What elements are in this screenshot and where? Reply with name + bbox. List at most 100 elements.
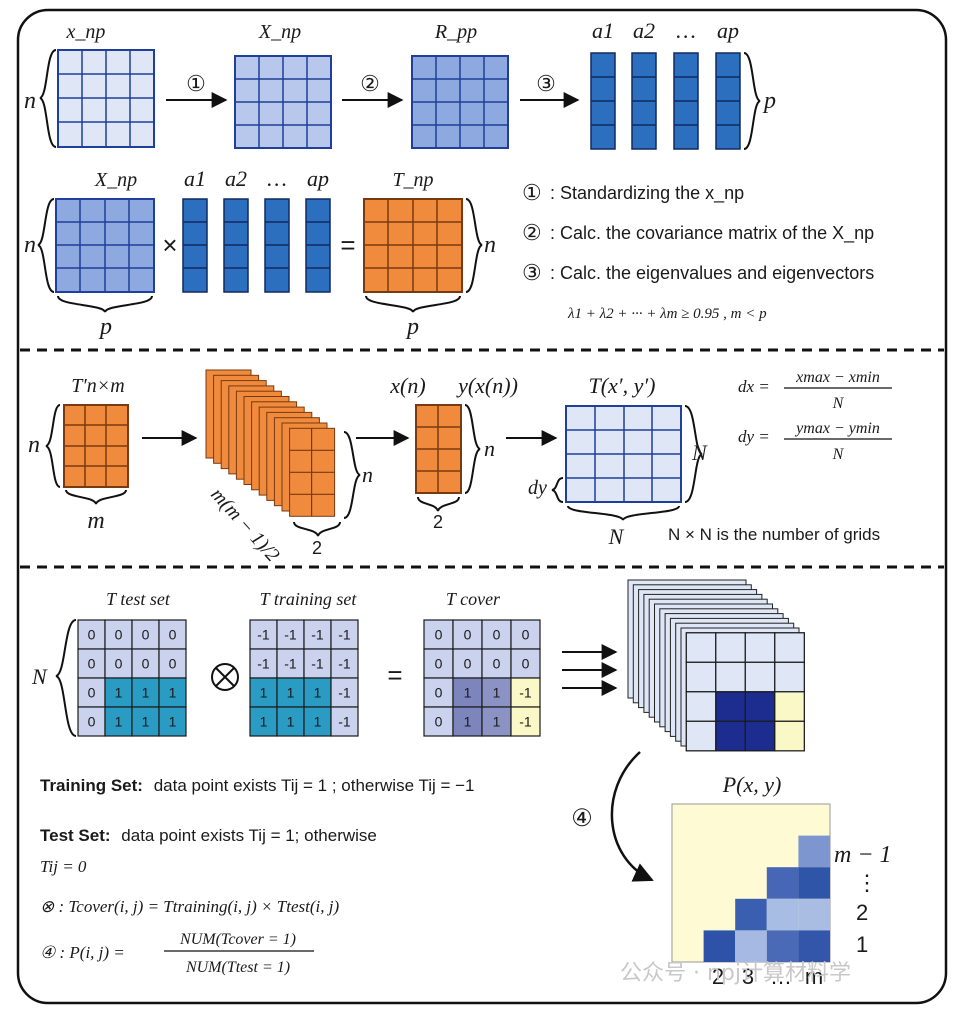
axis-right-vdots: ⋮ <box>856 870 878 895</box>
variance-criterion: λ1 + λ2 + ··· + λm ≥ 0.95 , m < p <box>567 306 767 322</box>
brace-N-right <box>684 405 703 503</box>
matrix-cell-value: 0 <box>464 656 472 672</box>
matrix-cell-value: -1 <box>338 714 351 730</box>
legend-3-marker: ③ <box>522 260 542 285</box>
matrix-cell-value: 1 <box>493 714 501 730</box>
matrix-cell-value: 0 <box>493 627 501 643</box>
cover-stack-cell <box>715 720 746 752</box>
matrix-cell <box>481 619 512 650</box>
matrix-cell-value: 0 <box>435 714 443 730</box>
heatmap-cell <box>735 930 767 962</box>
matrix-cell-value: 1 <box>287 685 295 701</box>
matrix-cell-value: 1 <box>287 714 295 730</box>
matrix-cell-value: -1 <box>284 627 297 643</box>
matrix-cell-value: 0 <box>522 656 530 672</box>
cover-formula: ⊗ : Tcover(i, j) = Ttraining(i, j) × Tte… <box>40 897 339 916</box>
matrix-X-np-row2 <box>55 198 155 293</box>
brace-N-bottom <box>567 505 680 521</box>
matrix-cell <box>481 706 512 737</box>
matrix-cell <box>104 677 133 708</box>
otimes-circle <box>211 663 239 691</box>
matrix-cover: 0 0 0 0 0 0 0 0 0 1 1 -1 0 1 1 -1 <box>423 619 541 737</box>
label-p-row2-left: p <box>98 314 112 340</box>
step-1-marker: ① <box>186 71 206 96</box>
dx-formula-num: xmax − xmin <box>795 369 880 386</box>
label-dots-row2: … <box>267 166 287 191</box>
watermark: 公众号 · npj计算材料学 <box>620 961 851 986</box>
label-two-pair: 2 <box>433 512 443 532</box>
grid-N-by-N <box>565 405 682 503</box>
label-T-test: T test set <box>106 589 171 609</box>
heatmap-cell <box>798 867 830 899</box>
matrix-cell <box>104 619 133 650</box>
eigenvectors-row2 <box>182 198 331 293</box>
label-n-left: n <box>24 88 36 114</box>
cover-stack-cell <box>715 691 746 722</box>
matrix-cell <box>303 648 332 679</box>
matrix-cell-value: -1 <box>257 656 270 672</box>
label-P-xy: P(x, y) <box>722 772 782 797</box>
label-T-training: T training set <box>260 589 358 609</box>
label-n-pair: n <box>484 436 495 461</box>
cover-stack-cell <box>685 661 717 693</box>
arrow-step-4 <box>610 751 654 882</box>
label-x-np: x_np <box>66 21 106 43</box>
cover-stack-cell <box>685 691 717 722</box>
matrix-cell-value: -1 <box>257 627 270 643</box>
label-p-row2-right: p <box>405 314 419 340</box>
test-set-text: data point exists Tij = 1; otherwise <box>121 826 377 845</box>
axis-right-m-minus-1: m − 1 <box>834 842 892 868</box>
cover-stack-cell <box>685 720 717 752</box>
matrix-cell <box>77 706 106 737</box>
label-dots-top: … <box>676 18 696 43</box>
matrix-cell-value: 1 <box>493 685 501 701</box>
matrix-cell-value: 0 <box>115 627 123 643</box>
matrix-cell <box>452 706 483 737</box>
matrix-cell-value: -1 <box>519 685 532 701</box>
matrix-cell-value: 1 <box>464 685 472 701</box>
label-two-stack: 2 <box>312 538 322 558</box>
label-m-p2: m <box>87 508 104 534</box>
brace-N-test <box>55 619 77 737</box>
matrix-cell-value: 1 <box>142 714 150 730</box>
heatmap-cell <box>766 930 799 962</box>
dx-formula-den: N <box>832 395 845 412</box>
label-n-p2-left: n <box>28 432 40 458</box>
axis-right-2: 2 <box>856 900 868 925</box>
brace-p-row2-left <box>57 295 153 313</box>
brace-n-stack <box>343 431 361 519</box>
brace-two-pair <box>417 496 460 512</box>
label-p-right: p <box>762 88 776 114</box>
matrix-cell-value: -1 <box>284 656 297 672</box>
heatmap-cell <box>798 898 830 931</box>
matrix-cell-value: -1 <box>519 714 532 730</box>
matrix-pair-stack <box>205 369 336 517</box>
step-4-marker: ④ <box>571 805 593 832</box>
test-set-line2: Tij = 0 <box>40 857 87 876</box>
matrix-cell-value: 0 <box>115 656 123 672</box>
test-set-label: Test Set: <box>40 826 111 845</box>
cover-stack-cell <box>744 632 776 663</box>
matrix-cell-value: -1 <box>311 656 324 672</box>
brace-p-row2-right <box>365 295 461 313</box>
matrix-cell <box>510 619 541 650</box>
label-a2-top: a2 <box>633 18 655 43</box>
matrix-cell-value: 1 <box>260 685 268 701</box>
label-T-np: T_np <box>392 169 433 191</box>
matrix-cell-value: 1 <box>142 685 150 701</box>
matrix-cell-value: 1 <box>169 685 177 701</box>
label-N-bottom: N <box>608 524 625 549</box>
matrix-cell-value: 0 <box>522 627 530 643</box>
axis-bottom-3: 3 <box>742 964 754 989</box>
legend-3-text: : Calc. the eigenvalues and eigenvectors <box>550 263 874 283</box>
heatmap-cell <box>766 898 799 931</box>
heatmap-cell <box>766 867 799 899</box>
label-n-row2-right: n <box>484 232 496 258</box>
dy-formula-den: N <box>832 446 845 463</box>
matrix-cell <box>330 648 359 679</box>
matrix-cell <box>131 706 160 737</box>
brace-n-pair <box>464 404 481 494</box>
prob-formula-lhs: ④ : P(i, j) = <box>40 943 125 962</box>
matrix-cell <box>77 619 106 650</box>
